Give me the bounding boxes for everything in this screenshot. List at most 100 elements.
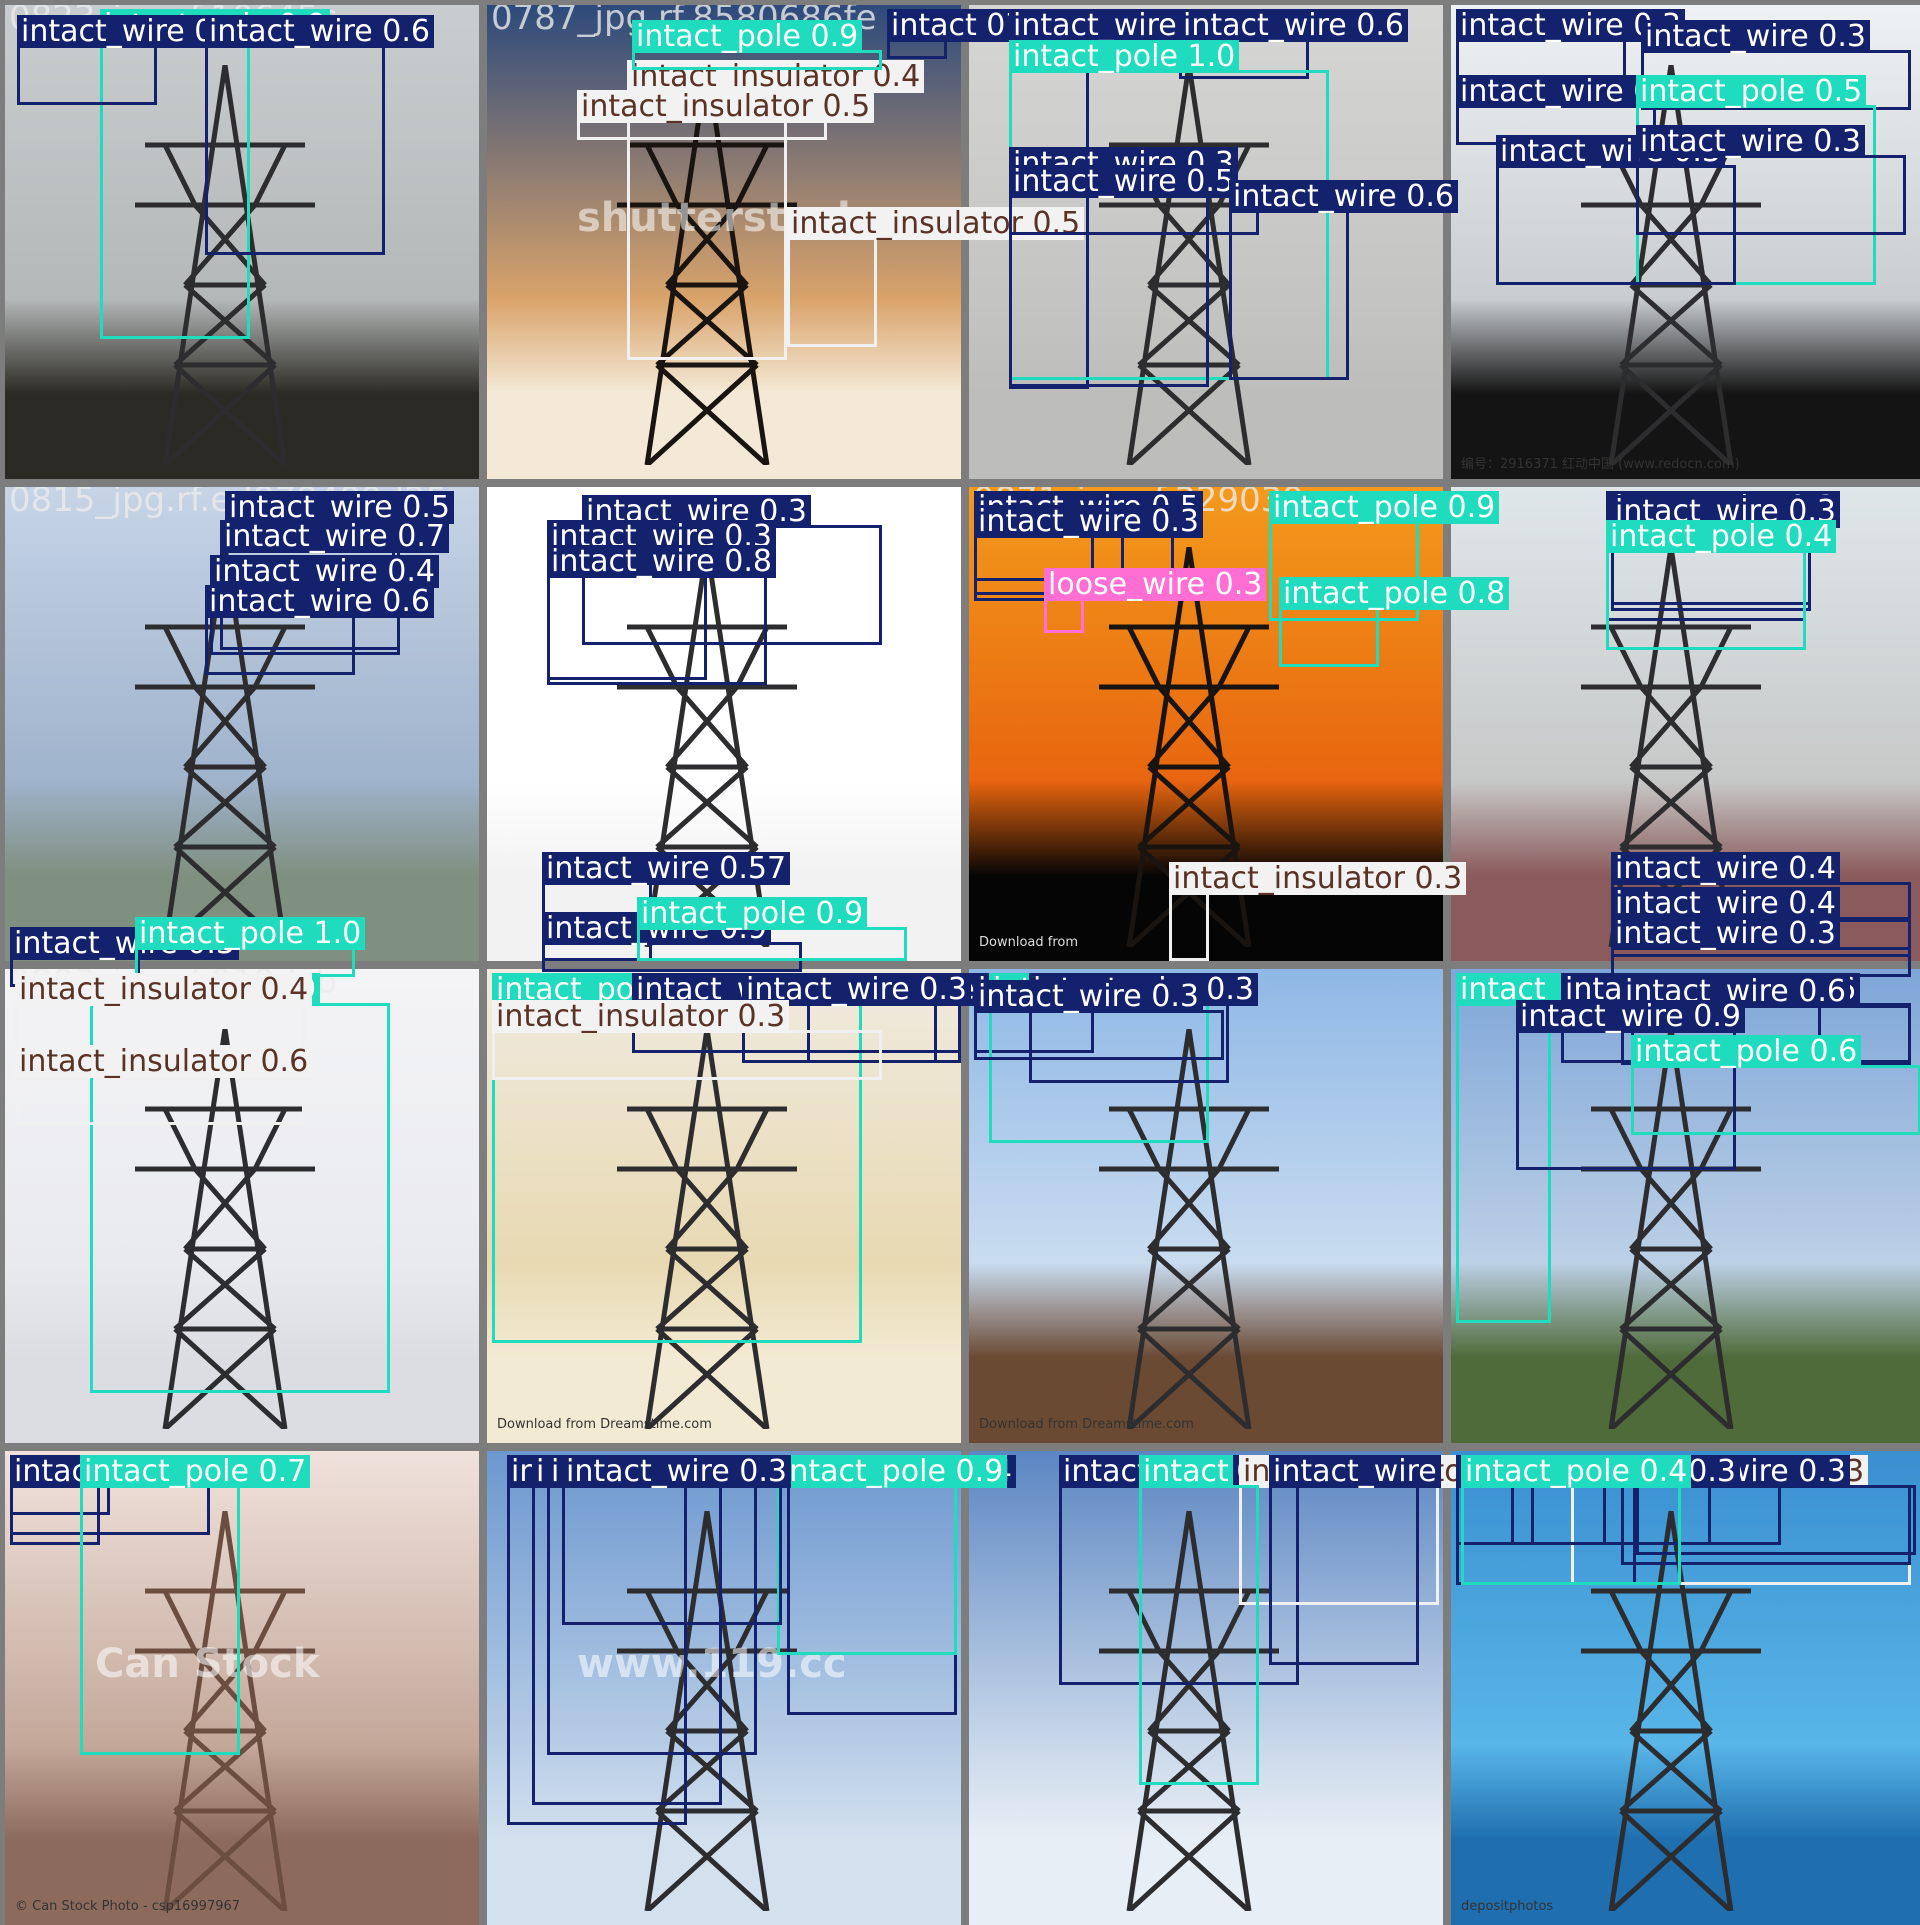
transmission-tower (1089, 1028, 1289, 1433)
detection-box-intact-insulator: intact_insulator 0.3 (1169, 862, 1467, 961)
detection-label: intact_wire 0.5 (1009, 165, 1239, 198)
detection-label: intact (1139, 1455, 1233, 1488)
detection-label: intact_pole 0.5 (1636, 75, 1867, 108)
tile-footer-text: 编号：2916371 红动中国 (www.redocn.com) (1461, 457, 1740, 472)
detection-label: intact_insulator 0.3 (1169, 862, 1467, 895)
detection-box-intact-pole: intact_pole 0.4 (1606, 520, 1837, 650)
detection-box-intact-wire: intact_wire 0.9 (1516, 1000, 1746, 1170)
transmission-tower (607, 1028, 807, 1433)
tile-photo (5, 1451, 479, 1925)
detection-label: intact_wire 0.3 (562, 1455, 792, 1488)
mosaic-tile: depositphotos (1451, 1451, 1920, 1925)
transmission-tower (607, 64, 807, 469)
detection-box-intact-pole: intact_pole 0.5 (1636, 75, 1876, 285)
detection-box-loose-wire: loose_wire 0.3 (1044, 568, 1267, 633)
detection-label: intact 07 (887, 9, 1029, 42)
detection-box-intact-pole: intact_pole 0.9 (632, 20, 882, 70)
transmission-tower (607, 1510, 807, 1915)
transmission-tower (1089, 1510, 1289, 1915)
detection-label: intact_wire 0.3 (1641, 20, 1871, 53)
detection-box-intact-wire: intact_wire 0.3 (742, 973, 972, 1063)
detection-box-intact-wire: intact_wire 0.8 (547, 545, 777, 685)
detection-box-intact-wire: intact_wire 0.6 (1229, 180, 1459, 380)
detection-box-intact-wire: intact_wire (1269, 1455, 1441, 1665)
detection-label: intact_wire 0.57 (542, 852, 791, 885)
watermark-text: www.119.cc (577, 1641, 847, 1687)
detection-label: intact_wire 0.8 (547, 545, 777, 578)
detection-box-intact-wire: intact_wire 0.7 (220, 520, 450, 650)
detection-label: intact_wire 0.6 (205, 585, 435, 618)
detection-box-intact-pole: intact_pole 0.6 (1631, 1035, 1920, 1135)
detection-box-intact-wire: intact_wire 0.6 (205, 585, 435, 675)
detection-box-intact-wire: intact_wire 0.3 (974, 980, 1224, 1060)
detection-box-intact-wire: intact_wire 0.6 (1621, 975, 1911, 1065)
detection-label: intact_wire 0.3 (1611, 917, 1841, 950)
detection-label: intact_pole 0.4 (1461, 1455, 1692, 1488)
detection-box-intact-wire: intact_wire 0.57 (542, 852, 791, 961)
detection-label: intact_pole 0.9 (777, 1455, 1008, 1488)
detection-label: intact_wire 0.4 (1611, 887, 1841, 920)
detection-label: intact_pole 0.6 (1631, 1035, 1862, 1068)
detection-label: intact_wire 0.3 (974, 505, 1204, 538)
tile-footer-text: Download from Dreamstime.com (979, 1417, 1194, 1432)
detection-box-intact-insulator: intact_insulator 0.6 (15, 1045, 313, 1125)
mosaic-tile: www.119.cc (487, 1451, 961, 1925)
detection-label: intact_wire 0.3 (742, 973, 972, 1006)
detection-box-intact-insulator: intact_insulator 0.5 (577, 90, 875, 140)
mosaic-tile (1451, 487, 1920, 961)
detection-label: intact_pole 0.7 (80, 1455, 311, 1488)
tile-footer-text: © Can Stock Photo - csp16997967 (15, 1899, 241, 1914)
detection-box-intact-pole: intact_pole 1.0 (135, 917, 366, 977)
transmission-tower (125, 64, 325, 469)
detection-box-intact-wire: intact_wire 0.4 (1611, 852, 1911, 922)
transmission-tower (1571, 1510, 1771, 1915)
detection-label: intact_wire 0.3 (1636, 125, 1866, 158)
detection-label: intact_wire 0.4 (210, 555, 440, 588)
detection-label: intact_wire 0.4 (1611, 852, 1841, 885)
detection-label: intact_pole 1.0 (1009, 40, 1240, 73)
detection-label: intact_wire (1269, 1455, 1441, 1488)
detection-label: intact_wire 0.5 (225, 491, 455, 524)
detection-label: intact_pole 1.0 (135, 917, 366, 950)
detection-box-intact-pole: intact_pole 0.8 (1279, 577, 1510, 667)
detection-box-intact-pole: intact_pole 0.9 (777, 1455, 1008, 1655)
tile-footer-text: Download from Dreamstime.com (497, 1417, 712, 1432)
detection-box-intact-insulator: intact_insulator 0.3 (492, 1000, 882, 1080)
detection-label: intact_insulator 0.6 (15, 1045, 313, 1078)
detection-box-intact-pole: intact_pole 0.9 (1269, 491, 1500, 621)
detection-box-intact-insulator: intact_insulator 0.4 (15, 973, 313, 1053)
tile-photo (487, 969, 961, 1443)
detection-label: intact_wire 0.6 (1229, 180, 1459, 213)
detection-box-intact-wire: intact_wire 0.6 (205, 15, 435, 255)
detection-label: intact_pole 0.9 (1269, 491, 1500, 524)
transmission-tower (125, 1510, 325, 1915)
detection-label: intact_pole 0.9 (632, 20, 863, 53)
detection-box-intact-wire: intact 07 (887, 9, 1029, 59)
transmission-tower (125, 1028, 325, 1433)
detection-label: intact_pole 0.4 (1606, 520, 1837, 553)
detection-box-intact-wire: intact_wire 0.6 (1179, 9, 1409, 79)
detection-label: intact_wire 0.6 (1179, 9, 1409, 42)
detection-label: intact_insulator 0.4 (627, 60, 925, 93)
detection-label: intact_insulator 0.3 (492, 1000, 790, 1033)
detection-label: intact_wire 0.3 (974, 980, 1204, 1013)
detection-box-intact-pole: intact_pole 0.4 (1461, 1455, 1692, 1585)
detection-box-intact-wire: intact_wire 0.3 (562, 1455, 792, 1625)
detection-label: intact_wire 0.7 (220, 520, 450, 553)
detection-box-intact-pole: intact_pole 0.9 (637, 897, 907, 961)
tile-photo (5, 5, 479, 479)
detection-box-intact-wire: intact_wire 0.3 (1636, 125, 1906, 235)
detection-label: intact_pole 0.9 (637, 897, 868, 930)
detection-box-intact-pole: intact (1139, 1455, 1259, 1785)
detection-box-intact-wire: intact_wire 0.7 (17, 15, 247, 105)
detection-box-intact-insulator: intact_insulator 0.4 (627, 60, 925, 360)
detection-label: intact_wire 0.9 (1516, 1000, 1746, 1033)
detection-box-intact-wire: intact_wire 0.5 (1009, 165, 1259, 235)
detection-label: intact_insulator 0.5 (577, 90, 875, 123)
watermark-text: Can Stock (95, 1641, 320, 1687)
detection-box-intact-wire: intact_wire 0.3 (1641, 20, 1911, 110)
mosaic-tile (969, 1451, 1443, 1925)
detection-box-intact-pole: intact_pole 1.0 (1009, 40, 1329, 380)
tile-footer-text: Download from (979, 935, 1079, 950)
mosaic-tile: Can Stock © Can Stock Photo - csp16997967 (5, 1451, 479, 1925)
